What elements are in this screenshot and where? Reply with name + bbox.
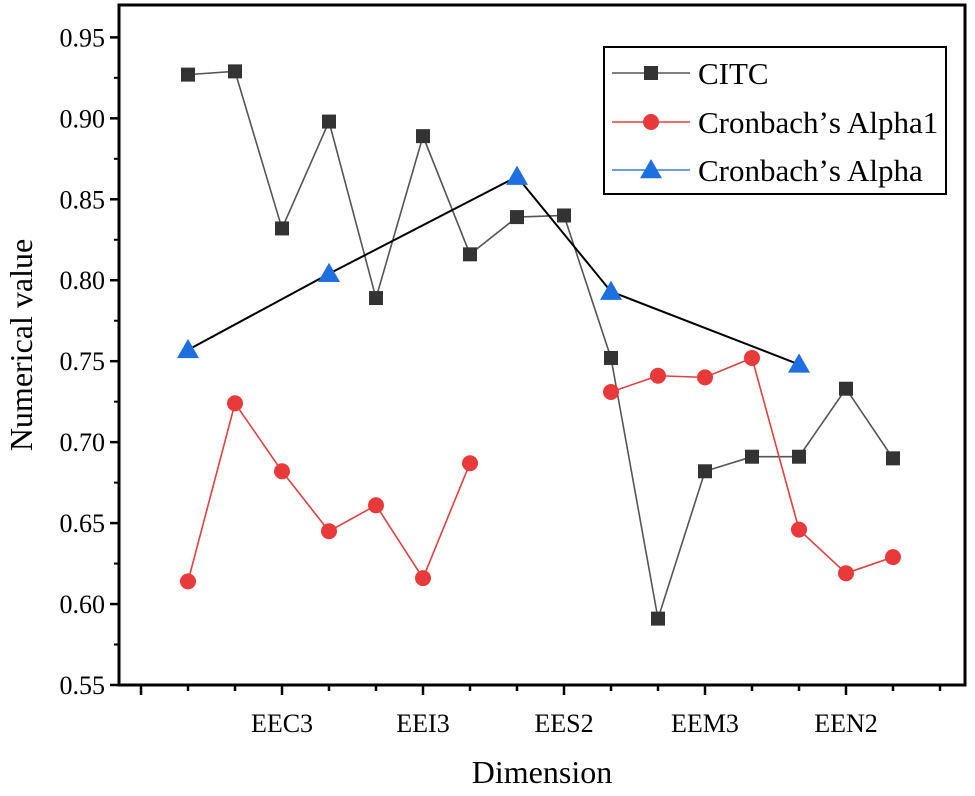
data-point xyxy=(415,570,431,587)
series-0 xyxy=(181,64,900,626)
y-tick-label: 0.65 xyxy=(60,509,106,538)
y-tick-label: 0.60 xyxy=(60,590,106,619)
data-point xyxy=(369,291,383,306)
y-axis-title: Numerical value xyxy=(3,239,39,451)
legend-label: Cronbachʼs Alpha1 xyxy=(698,105,938,140)
data-point xyxy=(744,349,760,366)
data-point xyxy=(463,247,477,262)
y-tick-label: 0.90 xyxy=(60,104,106,133)
y-tick-label: 0.80 xyxy=(60,266,106,295)
data-point xyxy=(227,395,243,412)
data-point xyxy=(180,573,196,590)
y-tick-label: 0.75 xyxy=(60,347,106,376)
data-point xyxy=(275,221,289,236)
data-point xyxy=(462,455,478,472)
x-tick-label: EEI3 xyxy=(396,709,449,738)
data-point xyxy=(318,262,340,283)
legend-marker xyxy=(643,114,659,130)
data-point xyxy=(791,521,807,538)
data-point xyxy=(274,463,290,480)
data-point xyxy=(506,165,528,185)
series-2 xyxy=(177,165,810,373)
series-line xyxy=(187,70,894,619)
legend-label: CITC xyxy=(698,56,769,91)
data-point xyxy=(839,381,853,396)
data-point xyxy=(885,549,901,566)
plot-frame xyxy=(117,3,967,687)
data-point xyxy=(181,67,195,82)
data-point xyxy=(603,383,619,400)
y-tick-label: 0.70 xyxy=(60,428,106,457)
data-point xyxy=(321,523,337,540)
x-axis-title: Dimension xyxy=(472,754,612,790)
data-point xyxy=(886,451,900,466)
data-point xyxy=(557,208,571,223)
data-point xyxy=(368,497,384,514)
data-point xyxy=(698,464,712,479)
x-tick-label: EEM3 xyxy=(671,709,739,738)
plot-border xyxy=(117,3,967,687)
series-line xyxy=(187,401,471,582)
legend-marker xyxy=(640,159,662,179)
legend-marker xyxy=(644,66,658,80)
data-point xyxy=(745,449,759,464)
y-tick-label: 0.55 xyxy=(60,671,106,700)
series-line xyxy=(187,175,800,366)
data-point xyxy=(600,280,622,300)
data-point xyxy=(177,338,199,359)
y-tick-label: 0.95 xyxy=(60,23,106,52)
data-point xyxy=(650,367,666,384)
legend-label: Cronbachʼs Alpha xyxy=(698,153,923,188)
data-point xyxy=(228,64,242,79)
y-axis: 0.55 0.60 0.65 0.70 0.75 0.80 0.85 0.90 0.95 xyxy=(60,23,119,700)
legend: CITC Cronbachʼs Alpha1 Cronbachʼs Alpha xyxy=(603,46,947,195)
x-tick-label: EES2 xyxy=(534,709,593,738)
x-axis: EEC3 EEI3 EES2 EEM3 EEN2 xyxy=(139,685,942,738)
data-point xyxy=(792,449,806,464)
data-point xyxy=(788,353,810,373)
data-point xyxy=(322,114,336,129)
data-point xyxy=(510,210,524,225)
data-point xyxy=(604,350,618,365)
series-layer xyxy=(177,64,901,626)
x-tick-label: EEN2 xyxy=(814,709,878,738)
x-tick-label: EEC3 xyxy=(251,709,313,738)
data-point xyxy=(651,611,665,626)
data-point xyxy=(416,129,430,144)
series-1 xyxy=(180,349,901,590)
data-point xyxy=(697,369,713,386)
data-point xyxy=(838,565,854,582)
y-tick-label: 0.85 xyxy=(60,185,106,214)
